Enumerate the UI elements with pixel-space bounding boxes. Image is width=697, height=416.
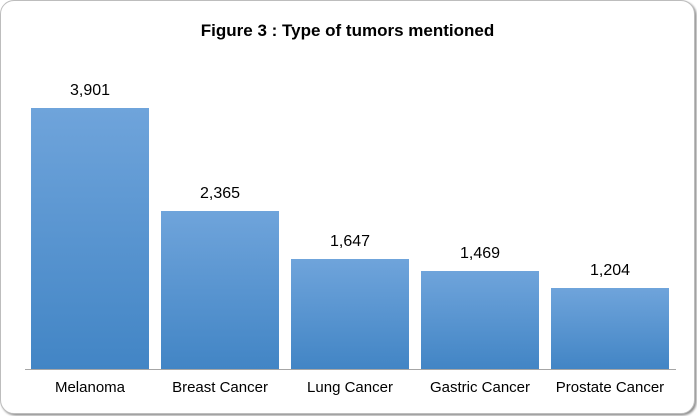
bar-gastric-cancer <box>421 271 539 369</box>
bar-breast-cancer <box>161 211 279 369</box>
bar-category-label: Lung Cancer <box>307 379 393 396</box>
bar-value-label: 2,365 <box>199 185 241 202</box>
bar-category-label: Melanoma <box>54 379 126 396</box>
bar-category-label: Gastric Cancer <box>429 379 531 396</box>
x-axis-line <box>25 369 676 370</box>
bar-value-label: 1,204 <box>589 262 631 279</box>
bar-category-label: Prostate Cancer <box>555 379 665 396</box>
chart-title: Figure 3 : Type of tumors mentioned <box>200 21 495 40</box>
bar-prostate-cancer <box>551 288 669 369</box>
bar-value-label: 1,647 <box>329 233 371 250</box>
bar-value-label: 1,469 <box>459 245 501 262</box>
bar-value-label: 3,901 <box>69 82 111 99</box>
bar-melanoma <box>31 108 149 369</box>
bar-category-label: Breast Cancer <box>172 379 268 396</box>
bar-lung-cancer <box>291 259 409 369</box>
